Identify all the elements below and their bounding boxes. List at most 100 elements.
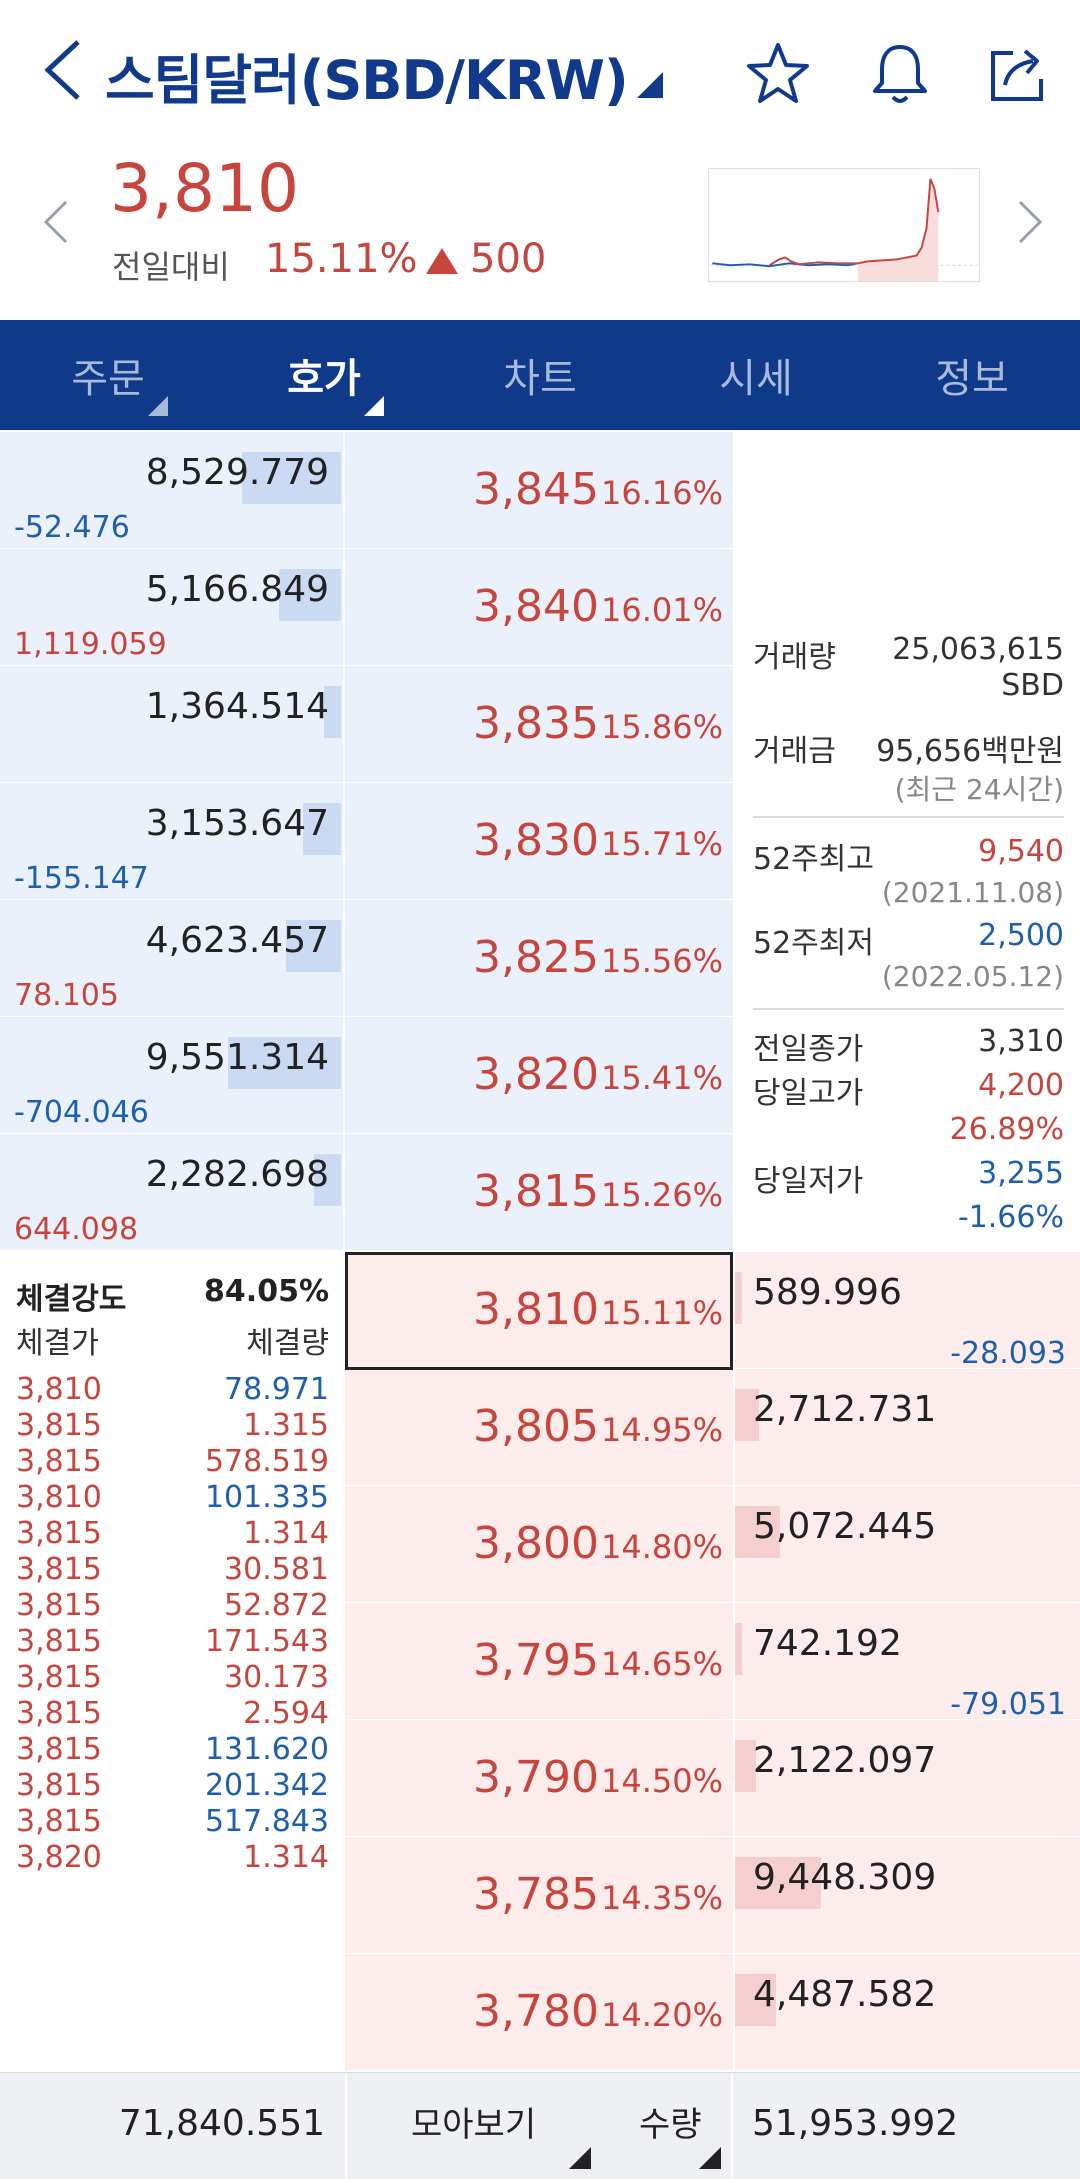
- order-qty-cell[interactable]: 742.192 -79.051: [735, 1603, 1080, 1722]
- ask-row[interactable]: 4,623.457 78.105 3,825 15.56%: [0, 900, 1080, 1017]
- app-header: 스팀달러(SBD/KRW): [0, 0, 1080, 150]
- trade-qty: 578.519: [204, 1444, 329, 1479]
- tab-label: 호가: [287, 356, 361, 402]
- trade-qty: 1.315: [243, 1408, 329, 1443]
- next-coin-icon[interactable]: [1010, 192, 1050, 252]
- price-cell[interactable]: 3,835 15.86%: [345, 666, 733, 782]
- ask-row[interactable]: 2,282.698 644.098 3,815 15.26%: [0, 1134, 1080, 1251]
- order-qty-cell[interactable]: 4,487.582: [735, 1954, 1080, 2070]
- favorite-button[interactable]: [740, 36, 816, 112]
- total-bid-qty: 51,953.992: [752, 2103, 959, 2144]
- ask-row[interactable]: 9,551.314 -704.046 3,820 15.41%: [0, 1017, 1080, 1134]
- star-icon: [747, 43, 809, 103]
- bid-row[interactable]: 742.192 -79.051 3,795 14.65%: [0, 1603, 1080, 1722]
- trade-qty: 131.620: [204, 1732, 329, 1767]
- bid-row[interactable]: 5,072.445 3,800 14.80%: [0, 1486, 1080, 1603]
- bid-row[interactable]: 2,122.097 3,790 14.50%: [0, 1720, 1080, 1837]
- tab-label: 주문: [71, 356, 145, 402]
- order-price: 3,805: [473, 1401, 599, 1452]
- unit-toggle-button[interactable]: 수량: [639, 2097, 702, 2157]
- alert-button[interactable]: [862, 36, 938, 112]
- price-cell[interactable]: 3,810 15.11%: [345, 1252, 733, 1368]
- ask-row[interactable]: 3,153.647 -155.147 3,830 15.71%: [0, 783, 1080, 900]
- order-qty-cell[interactable]: 8,529.779 -52.476: [0, 432, 343, 548]
- order-qty: 1,364.514: [145, 686, 329, 727]
- trade-row: 3,815 1.314: [0, 1508, 343, 1558]
- order-price: 3,845: [473, 464, 599, 515]
- group-caret-icon[interactable]: [569, 2147, 591, 2169]
- bid-row[interactable]: 9,448.309 3,785 14.35%: [0, 1837, 1080, 1954]
- price-cell[interactable]: 3,795 14.65%: [345, 1603, 733, 1719]
- ask-row[interactable]: 8,529.779 -52.476 3,845 16.16%: [0, 432, 1080, 549]
- trade-qty: 52.872: [224, 1588, 329, 1623]
- back-button[interactable]: [30, 30, 94, 110]
- order-qty-cell[interactable]: 2,282.698 644.098: [0, 1134, 343, 1250]
- order-qty-cell[interactable]: 2,712.731: [735, 1369, 1080, 1485]
- price-cell[interactable]: 3,815 15.26%: [345, 1134, 733, 1250]
- unit-caret-icon[interactable]: [699, 2147, 721, 2169]
- order-qty-cell[interactable]: 1,364.514: [0, 666, 343, 782]
- price-cell[interactable]: 3,830 15.71%: [345, 783, 733, 899]
- trade-qty: 2.594: [243, 1696, 329, 1731]
- bid-row[interactable]: 4,487.582 3,780 14.20%: [0, 1954, 1080, 2071]
- period-note: (최근 24시간): [894, 773, 1064, 806]
- order-qty-cell[interactable]: 9,551.314 -704.046: [0, 1017, 343, 1133]
- bid-row[interactable]: 589.996 -28.093 3,810 15.11%: [0, 1252, 1080, 1371]
- volume-label: 거래량: [753, 640, 836, 675]
- qty-change: -79.051: [950, 1687, 1066, 1722]
- order-price: 3,800: [473, 1518, 599, 1569]
- price-cell[interactable]: 3,845 16.16%: [345, 432, 733, 548]
- order-price: 3,820: [473, 1049, 599, 1100]
- ask-row[interactable]: 1,364.514 3,835 15.86%: [0, 666, 1080, 783]
- price-cell[interactable]: 3,840 16.01%: [345, 549, 733, 665]
- order-price: 3,825: [473, 932, 599, 983]
- price-cell[interactable]: 3,800 14.80%: [345, 1486, 733, 1602]
- price-cell[interactable]: 3,805 14.95%: [345, 1369, 733, 1485]
- price-cell[interactable]: 3,785 14.35%: [345, 1837, 733, 1953]
- tab-item[interactable]: 정보: [864, 320, 1080, 430]
- share-button[interactable]: [980, 36, 1056, 112]
- order-qty-cell[interactable]: 5,072.445: [735, 1486, 1080, 1602]
- trade-qty: 1.314: [243, 1840, 329, 1875]
- tab-bar: 주문 호가 차트 시세 정보: [0, 320, 1080, 430]
- high52-value: 9,540: [978, 834, 1064, 869]
- prev-coin-icon[interactable]: [36, 192, 76, 252]
- tab-item[interactable]: 차트: [432, 320, 648, 430]
- qty-depth-bar: [314, 1154, 341, 1206]
- price-cell[interactable]: 3,825 15.56%: [345, 900, 733, 1016]
- trade-row: 3,815 517.843: [0, 1796, 343, 1846]
- qty-change: -155.147: [14, 861, 149, 896]
- order-qty-cell[interactable]: 5,166.849 1,119.059: [0, 549, 343, 665]
- qty-depth-bar: [324, 686, 341, 738]
- price-cell[interactable]: 3,790 14.50%: [345, 1720, 733, 1836]
- tab-caret-icon: [148, 396, 168, 416]
- order-price: 3,830: [473, 815, 599, 866]
- order-qty-cell[interactable]: 2,122.097: [735, 1720, 1080, 1836]
- bid-row[interactable]: 2,712.731 3,805 14.95%: [0, 1369, 1080, 1486]
- order-qty-cell[interactable]: 589.996 -28.093: [735, 1252, 1080, 1371]
- order-qty-cell[interactable]: 9,448.309: [735, 1837, 1080, 1953]
- tab-caret-icon: [364, 396, 384, 416]
- tab-item[interactable]: 시세: [648, 320, 864, 430]
- trade-price: 3,815: [16, 1732, 102, 1767]
- trade-price: 3,815: [16, 1768, 102, 1803]
- tab-item[interactable]: 호가: [216, 320, 432, 430]
- price-cell[interactable]: 3,780 14.20%: [345, 1954, 733, 2070]
- order-qty-cell[interactable]: 4,623.457 78.105: [0, 900, 343, 1016]
- price-cell[interactable]: 3,820 15.41%: [345, 1017, 733, 1133]
- order-qty: 589.996: [753, 1272, 902, 1313]
- page-title[interactable]: 스팀달러(SBD/KRW): [105, 49, 629, 112]
- order-rate: 14.50%: [600, 1762, 723, 1800]
- qty-change: 644.098: [14, 1212, 139, 1247]
- order-qty-cell[interactable]: 3,153.647 -155.147: [0, 783, 343, 899]
- trade-price: 3,815: [16, 1588, 102, 1623]
- ask-row[interactable]: 5,166.849 1,119.059 3,840 16.01%: [0, 549, 1080, 666]
- caret-icon[interactable]: [637, 72, 663, 98]
- day-low-rate: -1.66%: [957, 1200, 1064, 1235]
- mini-price-chart[interactable]: [708, 168, 980, 282]
- day-high-label: 당일고가: [753, 1076, 864, 1111]
- trade-qty: 201.342: [204, 1768, 329, 1803]
- tab-item[interactable]: 주문: [0, 320, 216, 430]
- trade-qty: 171.543: [204, 1624, 329, 1659]
- group-view-button[interactable]: 모아보기: [411, 2097, 536, 2157]
